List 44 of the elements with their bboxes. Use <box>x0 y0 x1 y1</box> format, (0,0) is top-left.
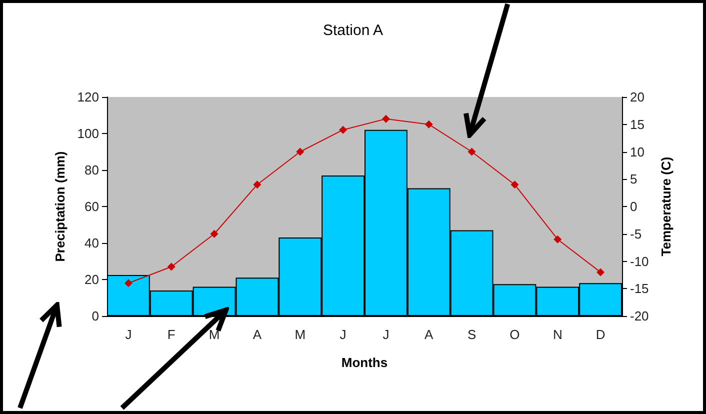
point <box>510 180 519 189</box>
x-tick-label: F <box>167 327 176 342</box>
y-tick-label: 120 <box>77 90 99 104</box>
y2-tick-label: -5 <box>630 226 642 242</box>
point <box>124 279 132 288</box>
point <box>424 120 433 128</box>
y2-tick-label: 0 <box>630 199 638 214</box>
x-tick-label: J <box>340 327 346 342</box>
x-tick-label: S <box>467 327 476 342</box>
y-tick-label: 40 <box>84 236 99 250</box>
y2-tick-label: 10 <box>630 144 644 160</box>
y-tick-label: 80 <box>84 162 99 178</box>
point <box>339 126 348 134</box>
x-tick-label: A <box>424 327 434 342</box>
x-tick-label: N <box>552 327 562 342</box>
point <box>296 148 304 156</box>
y-axis-title: Preciptation (mm) <box>52 151 68 262</box>
point <box>596 268 605 276</box>
y2-tick-label: 15 <box>630 116 644 132</box>
y-tick-label: 100 <box>77 126 99 141</box>
x-tick-label: M <box>208 327 220 342</box>
y2-tick-label: -20 <box>630 308 649 324</box>
y2-tick-label: 20 <box>630 90 644 104</box>
point <box>167 262 176 271</box>
point <box>382 114 390 123</box>
y-tick-label: 20 <box>84 272 99 287</box>
point <box>468 148 476 156</box>
y2-axis-title: Temperature (C) <box>658 156 674 256</box>
point <box>554 235 562 244</box>
y-tick-label: 0 <box>92 308 99 324</box>
y2-tick-label: -15 <box>630 281 649 296</box>
x-tick-label: J <box>125 327 132 342</box>
point <box>210 230 218 238</box>
point <box>253 180 262 189</box>
x-tick-label: D <box>596 327 606 342</box>
x-tick-label: O <box>510 327 520 342</box>
y-tick-label: 60 <box>84 199 99 214</box>
x-axis-title: Months <box>341 355 388 370</box>
y2-tick-label: -10 <box>630 254 649 269</box>
x-tick-label: M <box>294 327 306 342</box>
x-tick-label: J <box>382 327 390 342</box>
y2-tick-label: 5 <box>630 172 638 187</box>
chart-title: Station A <box>322 22 384 39</box>
x-tick-label: A <box>252 327 262 342</box>
